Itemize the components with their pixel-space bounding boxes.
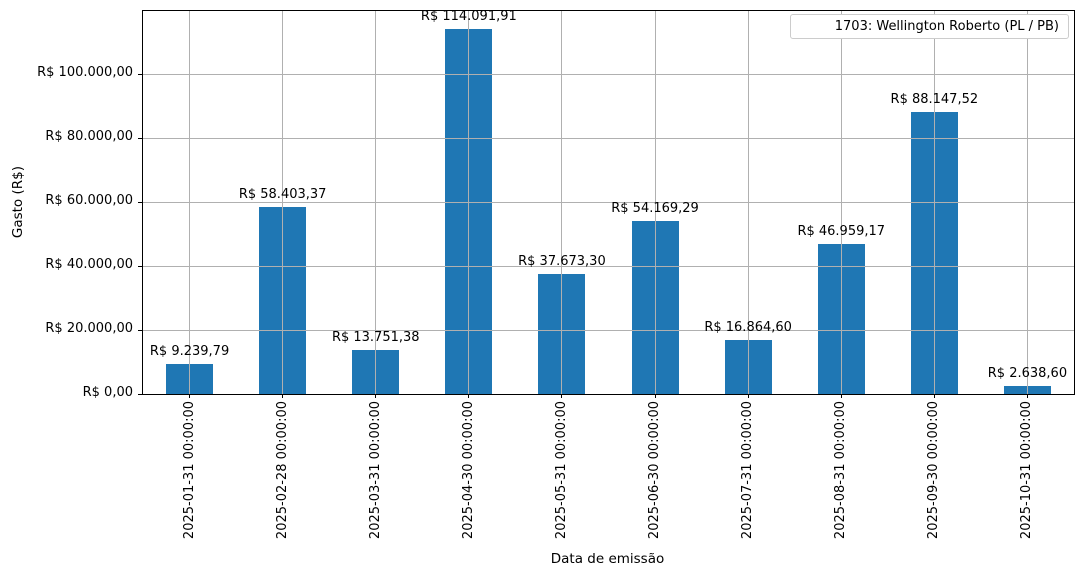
x-tick-mark xyxy=(561,394,563,398)
h-gridline xyxy=(143,137,1074,139)
x-tick-label: 2025-08-31 00:00:00 xyxy=(833,401,849,540)
h-gridline xyxy=(143,329,1074,331)
bar-value-label: R$ 58.403,37 xyxy=(238,187,327,203)
y-axis-label: Gasto (R$) xyxy=(10,166,26,239)
y-tick-label: R$ 100.000,00 xyxy=(37,65,133,81)
y-tick-label: R$ 40.000,00 xyxy=(45,257,133,273)
x-axis-label: Data de emissão xyxy=(550,551,665,567)
bar-value-label: R$ 16.864,60 xyxy=(704,320,792,336)
h-gridline xyxy=(143,201,1074,203)
x-tick-label: 2025-06-30 00:00:00 xyxy=(647,401,663,540)
x-tick-mark xyxy=(654,394,656,398)
y-tick-mark xyxy=(138,329,142,331)
h-gridline xyxy=(143,265,1074,267)
y-tick-mark xyxy=(138,265,142,267)
plot-area: R$ 0,00 R$ 20.000,00 R$ 40.000,00 R$ 60.000… xyxy=(37,9,1075,539)
x-tick-label: 2025-01-31 00:00:00 xyxy=(181,401,197,540)
x-tick-mark xyxy=(282,394,284,398)
legend: 1703: Wellington Roberto (PL / PB) xyxy=(789,14,1069,39)
y-tick-mark xyxy=(138,201,142,203)
x-tick-mark xyxy=(189,394,191,398)
y-tick-mark xyxy=(138,73,142,75)
x-tick-label: 2025-04-30 00:00:00 xyxy=(460,401,476,540)
bar-value-label: R$ 54.169,29 xyxy=(611,200,699,216)
x-tick-label: 2025-09-30 00:00:00 xyxy=(926,401,942,540)
bar-value-label: R$ 88.147,52 xyxy=(890,92,979,108)
bar-value-label: R$ 37.673,30 xyxy=(518,253,606,269)
x-tick-mark xyxy=(933,394,935,398)
bar-value-label: R$ 13.751,38 xyxy=(331,330,420,346)
h-gridline xyxy=(143,73,1074,75)
x-tick-label: 2025-07-31 00:00:00 xyxy=(740,401,756,540)
x-tick-label: 2025-05-31 00:00:00 xyxy=(553,401,569,540)
y-tick-label: R$ 80.000,00 xyxy=(45,129,133,145)
y-tick-mark xyxy=(138,393,142,395)
x-tick-mark xyxy=(1026,394,1028,398)
x-tick-mark xyxy=(468,394,470,398)
x-tick-label: 2025-10-31 00:00:00 xyxy=(1019,401,1035,540)
x-tick-mark xyxy=(375,394,377,398)
x-tick-mark xyxy=(840,394,842,398)
bar-value-label: R$ 9.239,79 xyxy=(149,344,230,360)
legend-label: 1703: Wellington Roberto (PL / PB) xyxy=(834,19,1059,34)
bar-value-label: R$ 114.091,91 xyxy=(420,9,517,25)
y-tick-label: R$ 20.000,00 xyxy=(45,321,133,337)
bar-value-label: R$ 46.959,17 xyxy=(797,223,886,239)
y-tick-mark xyxy=(138,137,142,139)
legend-color-swatch-icon xyxy=(798,20,826,33)
x-tick-label: 2025-02-28 00:00:00 xyxy=(274,401,290,540)
y-tick-label: R$ 60.000,00 xyxy=(45,193,133,209)
x-tick-mark xyxy=(747,394,749,398)
x-tick-label: 2025-03-31 00:00:00 xyxy=(367,401,383,540)
y-tick-label: R$ 0,00 xyxy=(82,385,133,400)
bar-value-label: R$ 2.638,60 xyxy=(987,365,1068,381)
